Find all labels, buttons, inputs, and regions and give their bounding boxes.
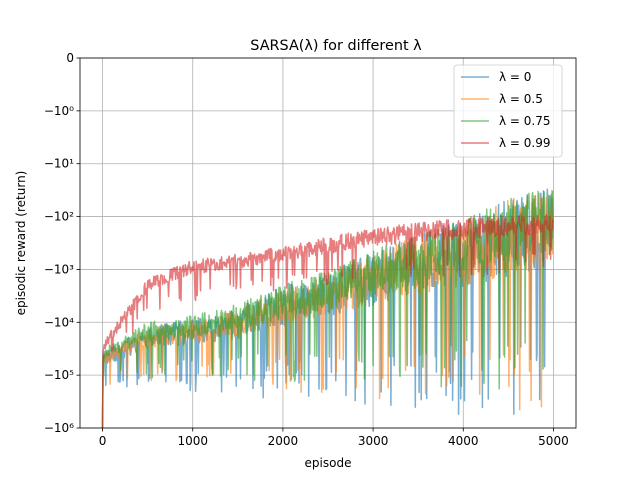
- y-tick-label: −10²: [44, 210, 74, 224]
- legend-box: [453, 64, 563, 158]
- axes-frame: [79, 57, 577, 429]
- x-tick-label: 0: [99, 434, 107, 448]
- x-axis-label: episode: [305, 456, 352, 470]
- x-tick-label: 4000: [448, 434, 479, 448]
- y-tick-label: 0: [66, 51, 74, 65]
- y-tick-label: −10⁶: [44, 421, 74, 435]
- y-tick-label: −10⁴: [44, 315, 74, 329]
- series-line-3: [101, 214, 555, 429]
- y-tick-label: −10³: [44, 262, 74, 276]
- y-tick-label: −10¹: [44, 157, 74, 171]
- legend: λ = 0 λ = 0.5 λ = 0.75 λ = 0.99: [453, 64, 563, 158]
- legend-label: λ = 0.99: [499, 136, 551, 150]
- x-axis-ticks: 0 1000 2000 3000 4000 5000: [99, 428, 569, 448]
- x-tick-label: 3000: [358, 434, 389, 448]
- y-axis-label: episodic reward (return): [14, 171, 28, 316]
- legend-label: λ = 0: [499, 70, 531, 84]
- chart-title: SARSA(λ) for different λ: [250, 38, 422, 54]
- legend-label: λ = 0.75: [499, 114, 551, 128]
- x-tick-label: 2000: [268, 434, 299, 448]
- y-tick-label: −10⁵: [44, 368, 74, 382]
- y-tick-label: −10⁰: [44, 104, 74, 118]
- x-tick-label: 1000: [177, 434, 208, 448]
- series-lines: [101, 188, 555, 429]
- y-axis-ticks: 0 −10⁰ −10¹ −10² −10³ −10⁴ −10⁵ −10⁶: [44, 51, 80, 435]
- x-tick-label: 5000: [538, 434, 569, 448]
- legend-label: λ = 0.5: [499, 92, 543, 106]
